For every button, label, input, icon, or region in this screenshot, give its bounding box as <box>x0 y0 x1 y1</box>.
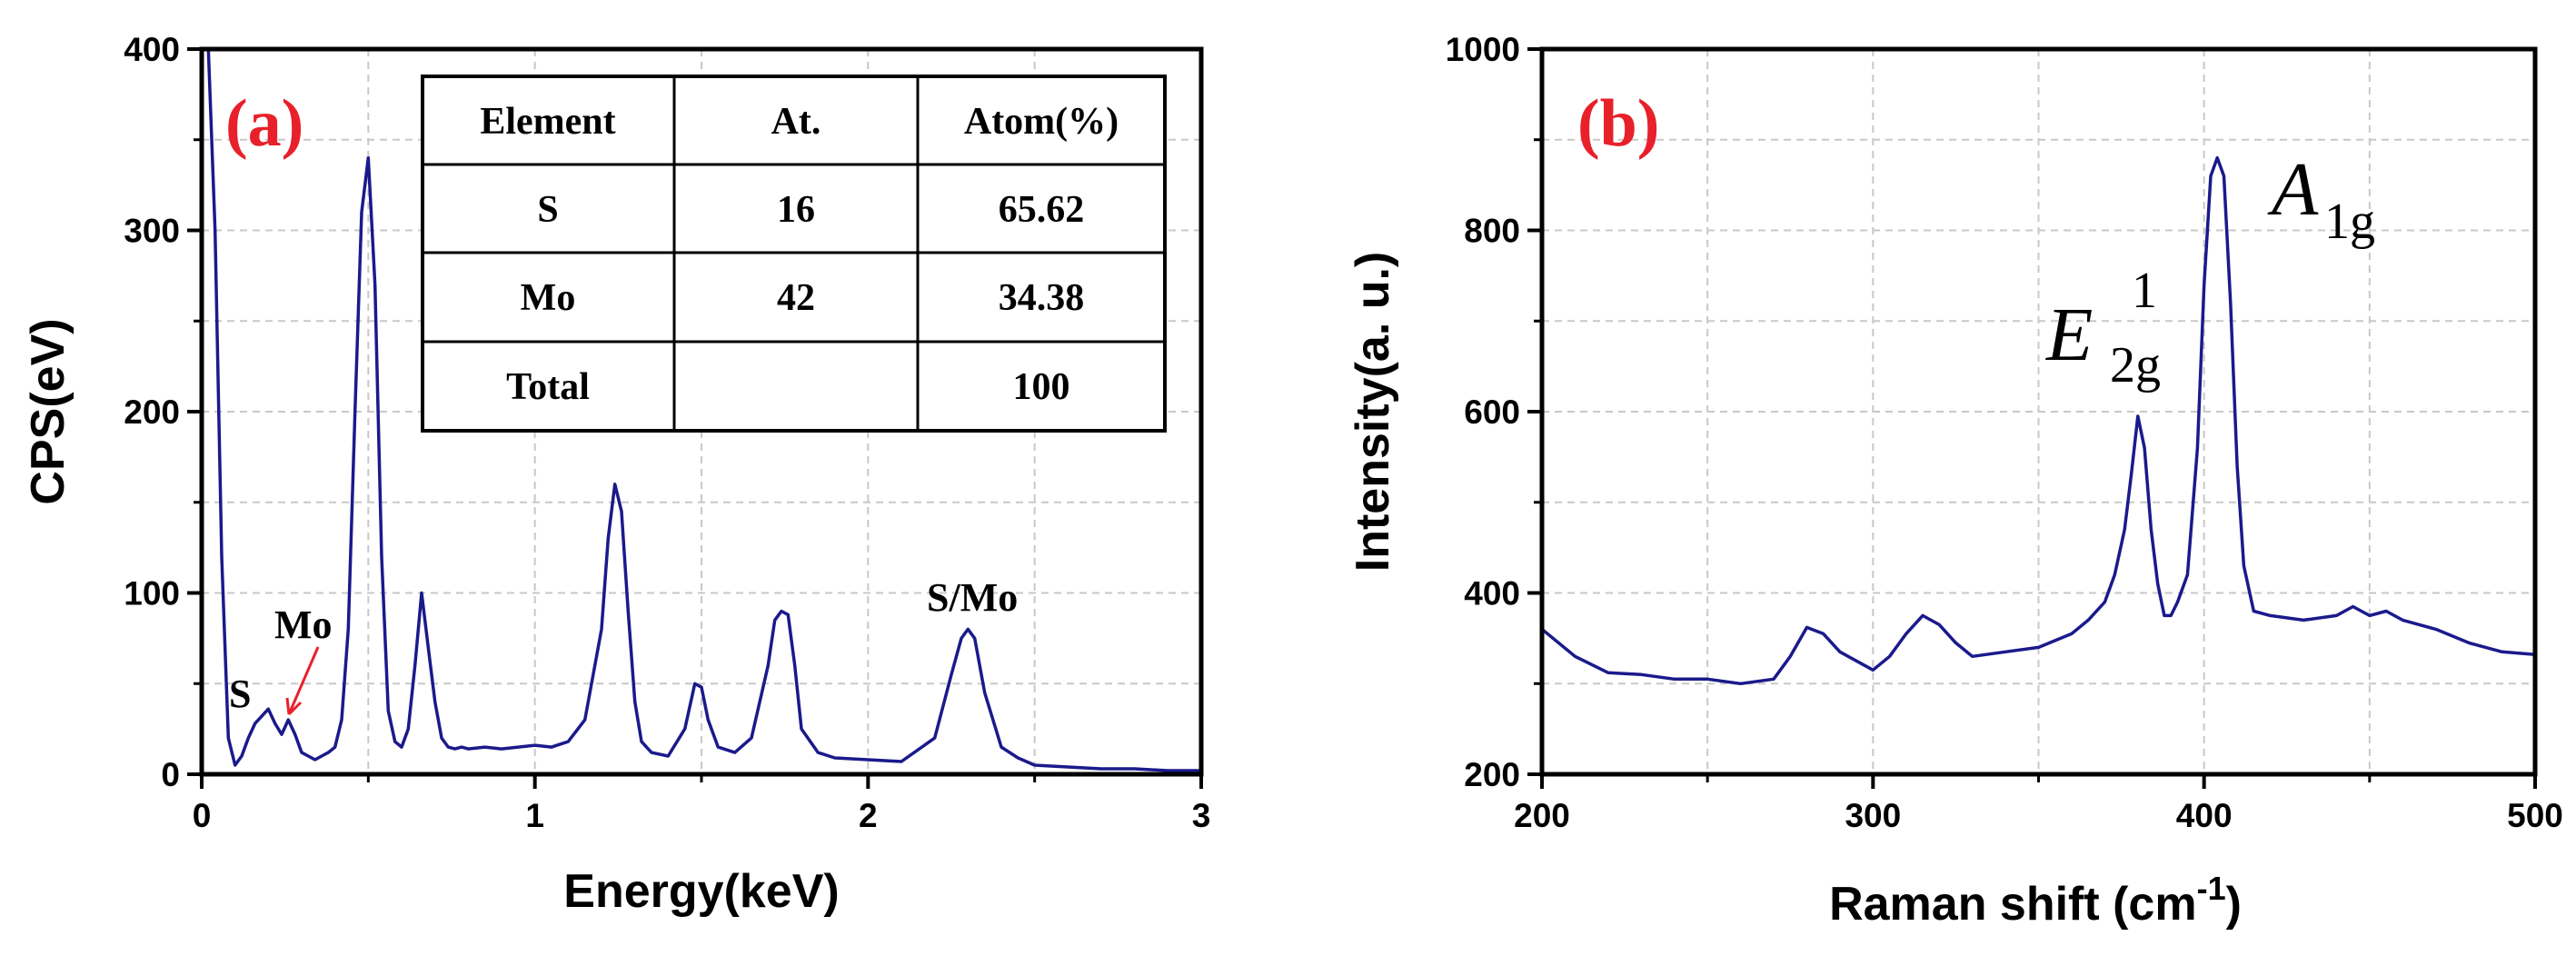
table-header-atom-pct: Atom(%) <box>964 101 1119 143</box>
y-tick-label: 800 <box>1464 213 1520 250</box>
table-header-element: Element <box>480 101 615 143</box>
annotation-mo-arrowhead <box>285 697 303 716</box>
table-cell: 42 <box>777 277 815 319</box>
table-cell: S <box>537 189 558 231</box>
y-tick-label: 200 <box>124 393 180 431</box>
panel-b: 200 300 400 500 200 400 600 800 1000 Raman shift… <box>1347 31 2563 931</box>
ticks-a: 0 1 2 3 0 100 200 300 400 <box>124 31 1210 834</box>
y-tick-label: 200 <box>1464 756 1520 793</box>
panel-label-a: (a) <box>225 86 303 161</box>
eds-spectrum-line <box>202 49 1201 772</box>
table-cell: 65.62 <box>999 189 1085 231</box>
peak-label-e2g-sub: 2g <box>2110 337 2161 393</box>
y-tick-label: 400 <box>1464 575 1520 612</box>
y-axis-title-a: CPS(eV) <box>22 318 75 504</box>
annotation-mo-arrow <box>287 646 320 715</box>
x-axis-title-b: Raman shift (cm-1) <box>1829 870 2242 931</box>
annotation-s: S <box>229 672 251 716</box>
ticks-b: 200 300 400 500 200 400 600 800 1000 <box>1446 31 2563 834</box>
table-cell: 16 <box>777 189 815 231</box>
panel-label-b: (b) <box>1577 86 1659 161</box>
x-tick-label: 1 <box>525 797 544 834</box>
y-tick-label: 600 <box>1464 393 1520 431</box>
x-tick-label: 500 <box>2507 797 2563 834</box>
x-tick-label: 2 <box>859 797 878 834</box>
y-tick-label: 300 <box>124 213 180 250</box>
peak-label-a1g: A 1g <box>2267 147 2375 250</box>
peak-label-e2g: E 2g 1 <box>2045 263 2161 393</box>
raman-spectrum-line <box>1542 155 2535 686</box>
x-tick-label: 300 <box>1845 797 1901 834</box>
y-tick-label: 0 <box>161 756 180 793</box>
table-cell: Total <box>506 366 590 408</box>
x-tick-label: 3 <box>1192 797 1211 834</box>
table-cell: 34.38 <box>999 277 1085 319</box>
table-cell: Mo <box>521 277 576 319</box>
y-tick-label: 1000 <box>1446 31 1520 68</box>
table-header-at: At. <box>771 101 821 143</box>
y-tick-label: 100 <box>124 575 180 612</box>
peak-label-a1g-sub: 1g <box>2324 194 2375 250</box>
composition-table: Element At. Atom(%) S 16 65.62 Mo 42 34.… <box>421 75 1167 433</box>
table-cell: 100 <box>1013 366 1070 408</box>
peak-label-a1g-main: A <box>2267 147 2319 232</box>
x-tick-label: 0 <box>193 797 212 834</box>
grid-b <box>1542 49 2535 774</box>
x-tick-label: 200 <box>1514 797 1570 834</box>
y-axis-title-b: Intensity(a. u.) <box>1347 252 1399 572</box>
annotation-s-mo: S/Mo <box>927 575 1018 620</box>
peak-label-e2g-main: E <box>2045 293 2093 377</box>
x-axis-title-a: Energy(keV) <box>563 865 839 918</box>
panel-a: 0 1 2 3 0 100 200 300 400 Energy(keV) CPS(eV) (a… <box>22 31 1210 918</box>
x-tick-label: 400 <box>2176 797 2233 834</box>
peak-label-e2g-sup: 1 <box>2132 263 2157 319</box>
y-tick-label: 400 <box>124 31 180 68</box>
annotation-mo: Mo <box>274 602 333 647</box>
